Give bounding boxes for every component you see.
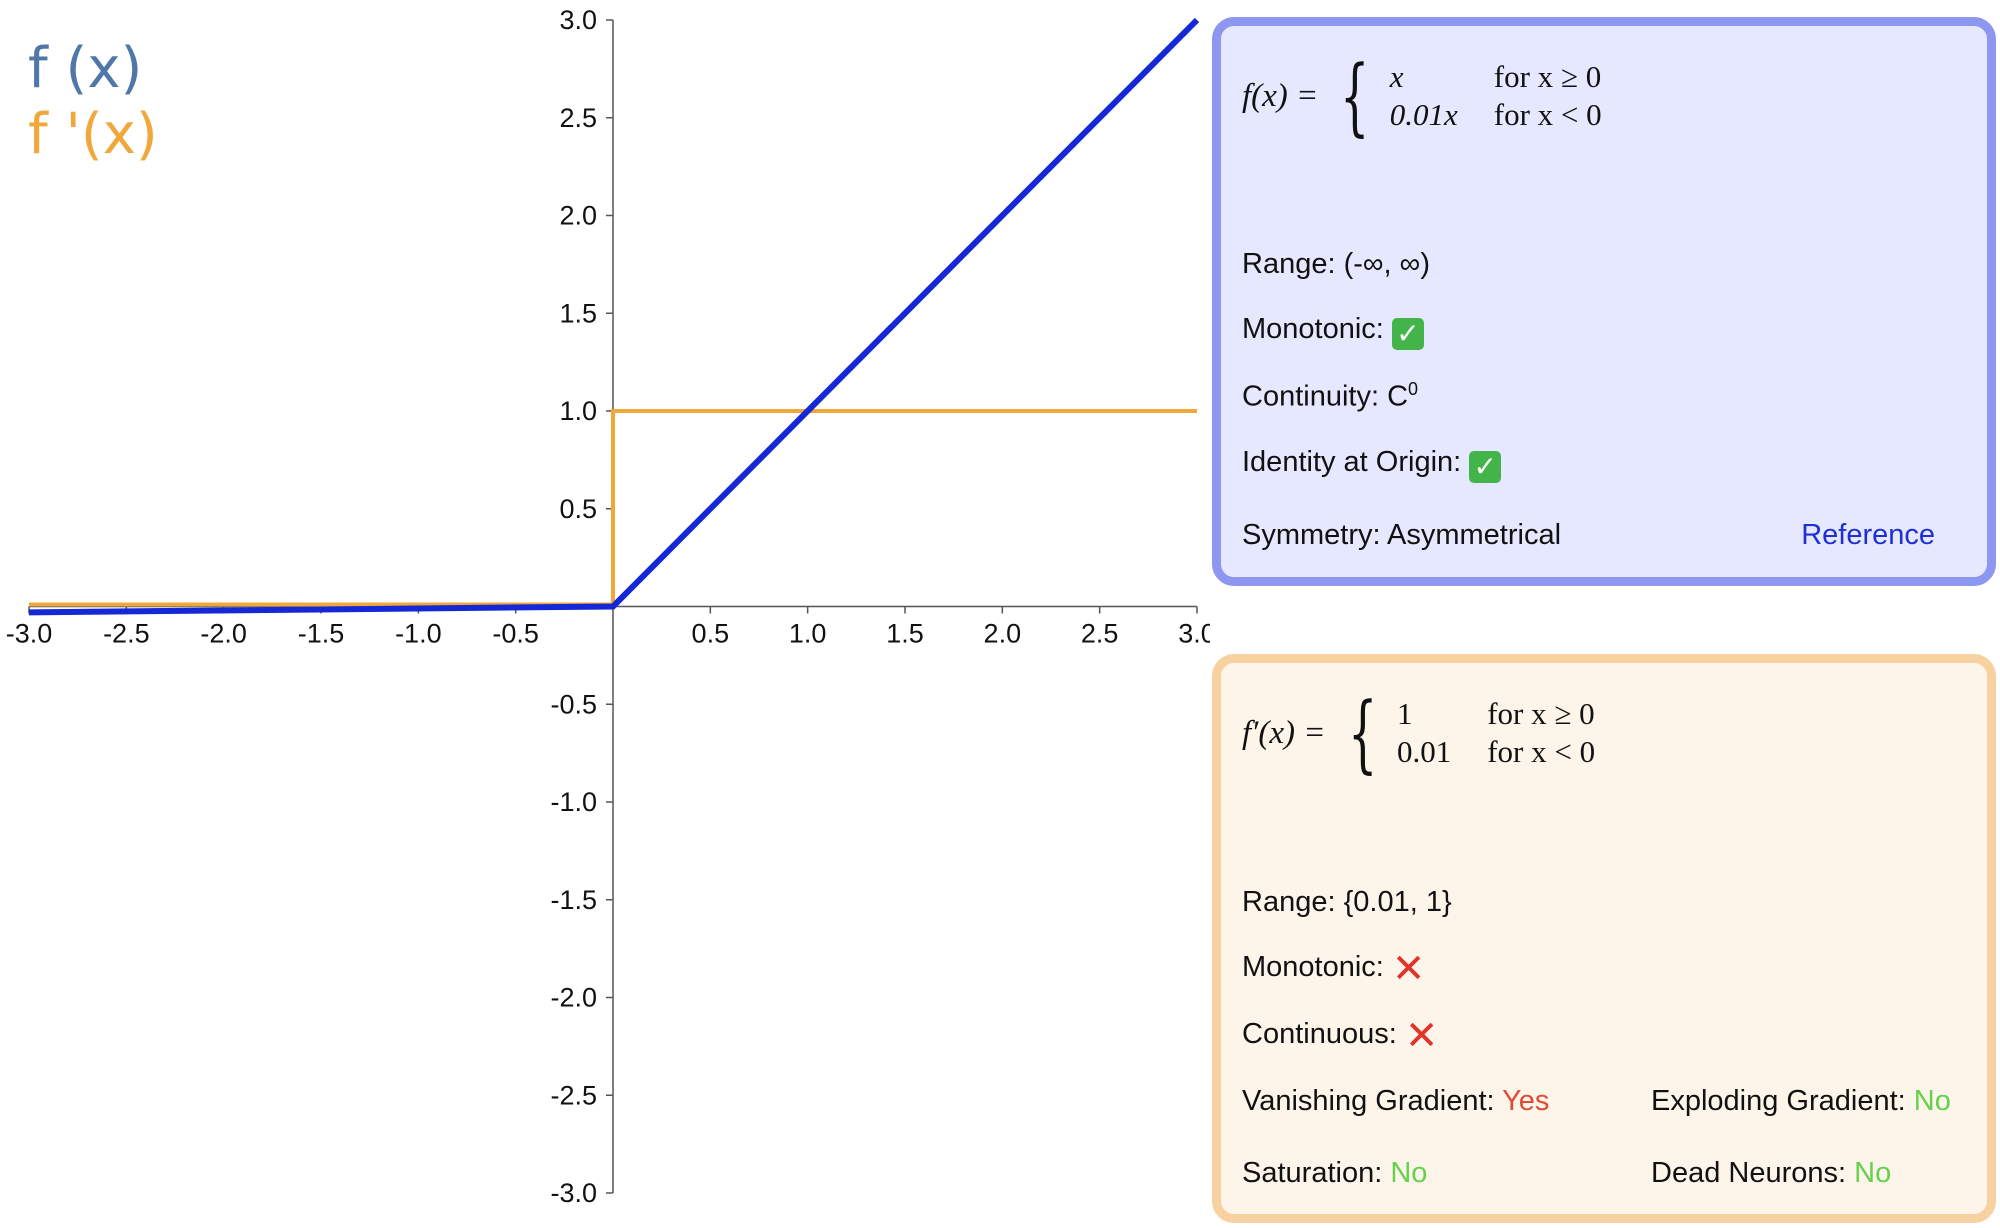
x-tick-label: 2.0 bbox=[984, 619, 1022, 649]
chart-series bbox=[28, 17, 1200, 616]
y-tick-label: -1.0 bbox=[550, 787, 597, 817]
dead-neurons: Dead Neurons: No bbox=[1651, 1157, 1891, 1190]
derivative-panel: f′(x) = { 1 for x ≥ 0 0.01 for x < 0 Ran… bbox=[1212, 654, 1996, 1223]
function-continuity: Continuity: C0 bbox=[1242, 379, 1418, 414]
case2-expr: 0.01 bbox=[1396, 734, 1452, 769]
vanishing-value: Yes bbox=[1502, 1085, 1550, 1117]
activation-chart: -3.0 -2.5 -2.0 -1.5 -1.0 -0.5 0.5 1.0 1.5 2.0 2.5 3… bbox=[6, 5, 1210, 1208]
series-f-line bbox=[28, 17, 1200, 616]
y-tick-label: -2.5 bbox=[550, 1080, 597, 1110]
check-icon: ✓ bbox=[1469, 451, 1502, 483]
monotonic-label: Monotonic: bbox=[1242, 951, 1384, 983]
formula-brace: { bbox=[1340, 47, 1370, 145]
saturation-value: No bbox=[1390, 1157, 1428, 1189]
continuity-label: Continuity: C bbox=[1242, 380, 1409, 413]
dead-value: No bbox=[1854, 1157, 1892, 1189]
check-icon: ✓ bbox=[1391, 318, 1424, 350]
series-df-line bbox=[29, 409, 1197, 607]
cross-icon: ✕ bbox=[1391, 946, 1426, 992]
derivative-continuous: Continuous: ✕ bbox=[1242, 1013, 1439, 1059]
exploding-value: No bbox=[1913, 1085, 1951, 1117]
formula-lhs: f(x) = bbox=[1242, 77, 1319, 114]
y-tick-label: 0.5 bbox=[559, 494, 597, 524]
formula-cases: x for x ≥ 0 0.01x for x < 0 bbox=[1390, 59, 1602, 133]
x-tick-label: 1.5 bbox=[886, 619, 924, 649]
x-tick-label: 1.0 bbox=[789, 619, 827, 649]
derivative-formula: f′(x) = { 1 for x ≥ 0 0.01 for x < 0 bbox=[1242, 691, 1595, 775]
x-tick-label: -0.5 bbox=[492, 619, 539, 649]
reference-link[interactable]: Reference bbox=[1801, 519, 1935, 551]
x-tick-label: -2.5 bbox=[103, 619, 150, 649]
legend-f: f (x) bbox=[28, 36, 143, 101]
case2-cond: for x < 0 bbox=[1487, 734, 1596, 769]
formula-lhs: f′(x) = bbox=[1242, 714, 1326, 751]
x-tick-label: -3.0 bbox=[6, 619, 53, 649]
y-tick-label: 2.0 bbox=[559, 201, 597, 231]
formula-brace: { bbox=[1347, 684, 1377, 782]
x-tick-label: 2.5 bbox=[1081, 619, 1119, 649]
x-tick-label: 3.0 bbox=[1178, 619, 1210, 649]
cross-icon: ✕ bbox=[1404, 1013, 1439, 1059]
monotonic-label: Monotonic: bbox=[1242, 313, 1384, 345]
case1-expr: 1 bbox=[1396, 696, 1413, 731]
case1-cond: for x ≥ 0 bbox=[1493, 59, 1602, 94]
y-tick-label: 2.5 bbox=[559, 103, 597, 133]
function-identity: Identity at Origin: ✓ bbox=[1242, 446, 1502, 483]
chart-legend: f (x) f '(x) bbox=[28, 36, 158, 168]
formula-cases: 1 for x ≥ 0 0.01 for x < 0 bbox=[1397, 696, 1595, 770]
x-tick-label: 0.5 bbox=[692, 619, 730, 649]
case1-expr: x bbox=[1389, 59, 1404, 94]
function-monotonic: Monotonic: ✓ bbox=[1242, 313, 1424, 350]
legend-df: f '(x) bbox=[28, 102, 158, 167]
derivative-monotonic: Monotonic: ✕ bbox=[1242, 946, 1426, 992]
saturation: Saturation: No bbox=[1242, 1157, 1427, 1190]
function-formula: f(x) = { x for x ≥ 0 0.01x for x < 0 bbox=[1242, 54, 1602, 138]
y-tick-label: 1.5 bbox=[559, 298, 597, 328]
function-panel: f(x) = { x for x ≥ 0 0.01x for x < 0 Ran… bbox=[1212, 17, 1996, 586]
continuous-label: Continuous: bbox=[1242, 1018, 1397, 1050]
x-tick-label: -1.5 bbox=[298, 619, 345, 649]
saturation-label: Saturation: bbox=[1242, 1157, 1383, 1189]
continuity-sup: 0 bbox=[1408, 379, 1419, 399]
case1-cond: for x ≥ 0 bbox=[1487, 696, 1595, 731]
y-tick-label: 1.0 bbox=[559, 396, 597, 426]
dead-label: Dead Neurons: bbox=[1651, 1157, 1847, 1189]
y-tick-label: -0.5 bbox=[550, 689, 597, 719]
y-tick-label: -1.5 bbox=[550, 885, 597, 915]
case2-cond: for x < 0 bbox=[1493, 97, 1602, 132]
exploding-gradient: Exploding Gradient: No bbox=[1651, 1085, 1951, 1118]
derivative-range: Range: {0.01, 1} bbox=[1242, 886, 1452, 918]
identity-label: Identity at Origin: bbox=[1242, 446, 1462, 478]
exploding-label: Exploding Gradient: bbox=[1651, 1085, 1906, 1117]
x-tick-label: -2.0 bbox=[200, 619, 247, 649]
function-range: Range: (-∞, ∞) bbox=[1242, 248, 1431, 280]
vanishing-gradient: Vanishing Gradient: Yes bbox=[1242, 1085, 1549, 1118]
y-tick-label: 3.0 bbox=[559, 5, 597, 35]
function-symmetry: Symmetry: Asymmetrical bbox=[1242, 519, 1562, 551]
x-tick-label: -1.0 bbox=[395, 619, 442, 649]
case2-expr: 0.01x bbox=[1389, 97, 1458, 132]
y-tick-label: -2.0 bbox=[550, 983, 597, 1013]
y-tick-label: -3.0 bbox=[550, 1178, 597, 1208]
vanishing-label: Vanishing Gradient: bbox=[1242, 1085, 1495, 1117]
chart-ticks: -3.0 -2.5 -2.0 -1.5 -1.0 -0.5 0.5 1.0 1.5 2.0 2.5 3… bbox=[6, 5, 1210, 1208]
